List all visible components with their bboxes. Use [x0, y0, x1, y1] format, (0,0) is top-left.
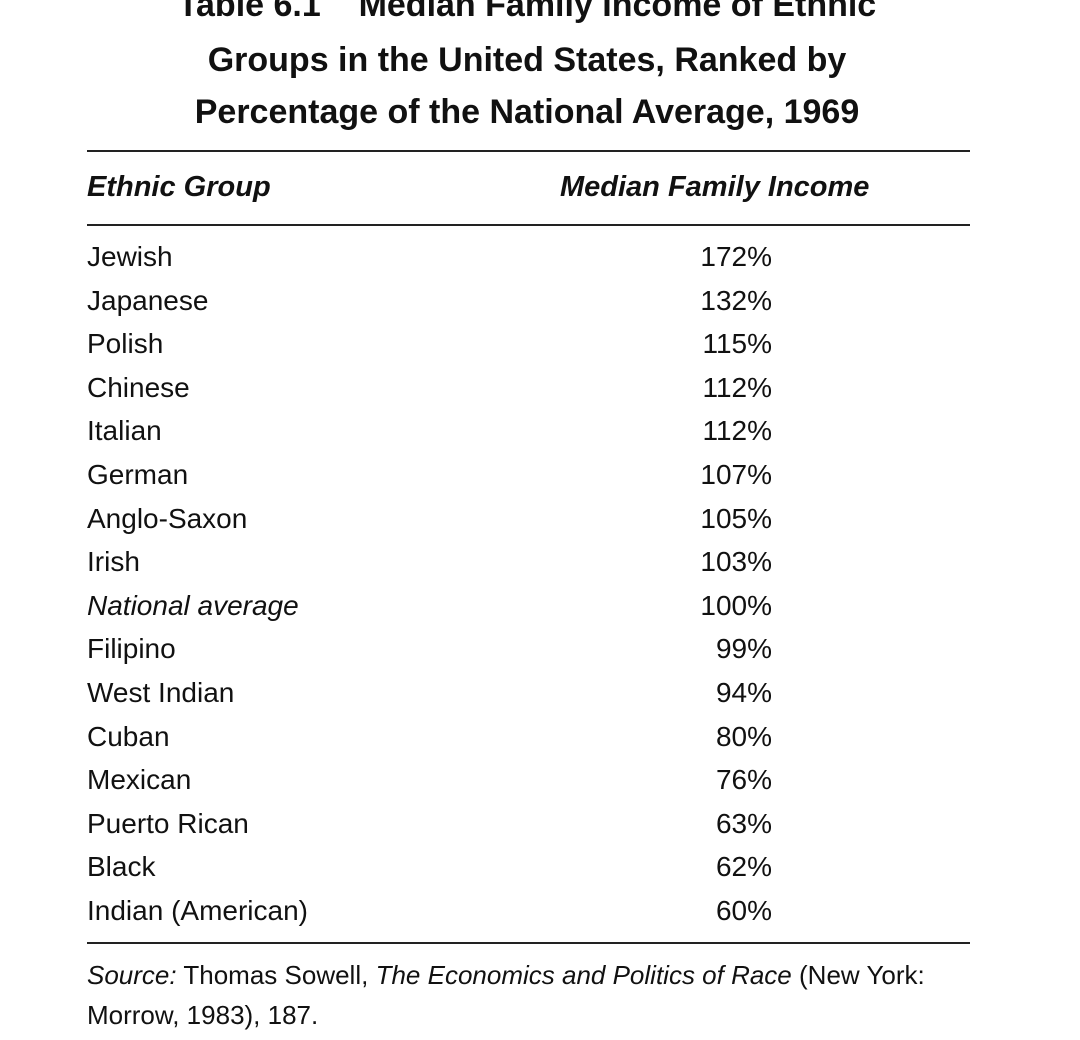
income-percent: 107% [700, 459, 772, 490]
income-percent: 100% [700, 589, 772, 621]
income-percent: 80% [715, 720, 772, 752]
group-name: Polish [87, 328, 164, 360]
title-line: Percentage of the National Average, 1969 [194, 93, 860, 131]
rule [87, 224, 970, 226]
table-label: Table 6.1 [177, 0, 321, 24]
group-name: German [87, 459, 189, 490]
rule [87, 150, 970, 152]
income-percent: 63% [715, 807, 772, 839]
income-percent: 60% [715, 895, 772, 926]
column-header: Median Family Income [560, 171, 870, 203]
income-percent: 105% [700, 502, 772, 534]
rule [87, 942, 970, 944]
title-text: Median Family Income of Ethnic [358, 0, 877, 24]
group-name: Filipino [87, 633, 176, 665]
source-note: Source: Thomas Sowell, The Economics and… [87, 955, 977, 1035]
group-name: West Indian [87, 677, 235, 708]
group-name: Mexican [87, 764, 192, 796]
title-line: Table 6.1 Median Family Income of Ethnic [0, 0, 1054, 25]
source-author: Thomas Sowell, [183, 960, 369, 990]
source-label: Source: [87, 960, 177, 990]
group-name: Italian [87, 415, 162, 447]
income-percent: 132% [700, 284, 772, 316]
income-percent: 172% [700, 241, 772, 272]
group-name: National average [87, 589, 299, 621]
title-line: Groups in the United States, Ranked by [207, 41, 847, 79]
income-percent: 62% [715, 851, 772, 883]
group-name: Anglo-Saxon [87, 502, 248, 534]
group-name: Puerto Rican [87, 807, 249, 839]
income-percent: 94% [715, 677, 772, 708]
group-name: Irish [87, 546, 140, 578]
source-book: The Economics and Politics of Race [375, 960, 792, 990]
income-percent: 99% [715, 633, 772, 665]
income-percent: 103% [700, 546, 772, 578]
group-name: Cuban [87, 720, 170, 752]
column-header: Ethnic Group [87, 171, 271, 203]
group-name: Black [87, 851, 156, 883]
income-percent: 115% [702, 328, 772, 360]
group-name: Jewish [87, 241, 173, 272]
group-name: Chinese [87, 371, 190, 403]
source-rest: (New York: Morrow, 1983), 187. [87, 960, 925, 1030]
income-percent: 112% [702, 371, 772, 403]
income-percent: 112% [702, 415, 772, 447]
group-name: Indian (American) [87, 895, 308, 926]
income-percent: 76% [715, 764, 772, 796]
group-name: Japanese [87, 284, 209, 316]
